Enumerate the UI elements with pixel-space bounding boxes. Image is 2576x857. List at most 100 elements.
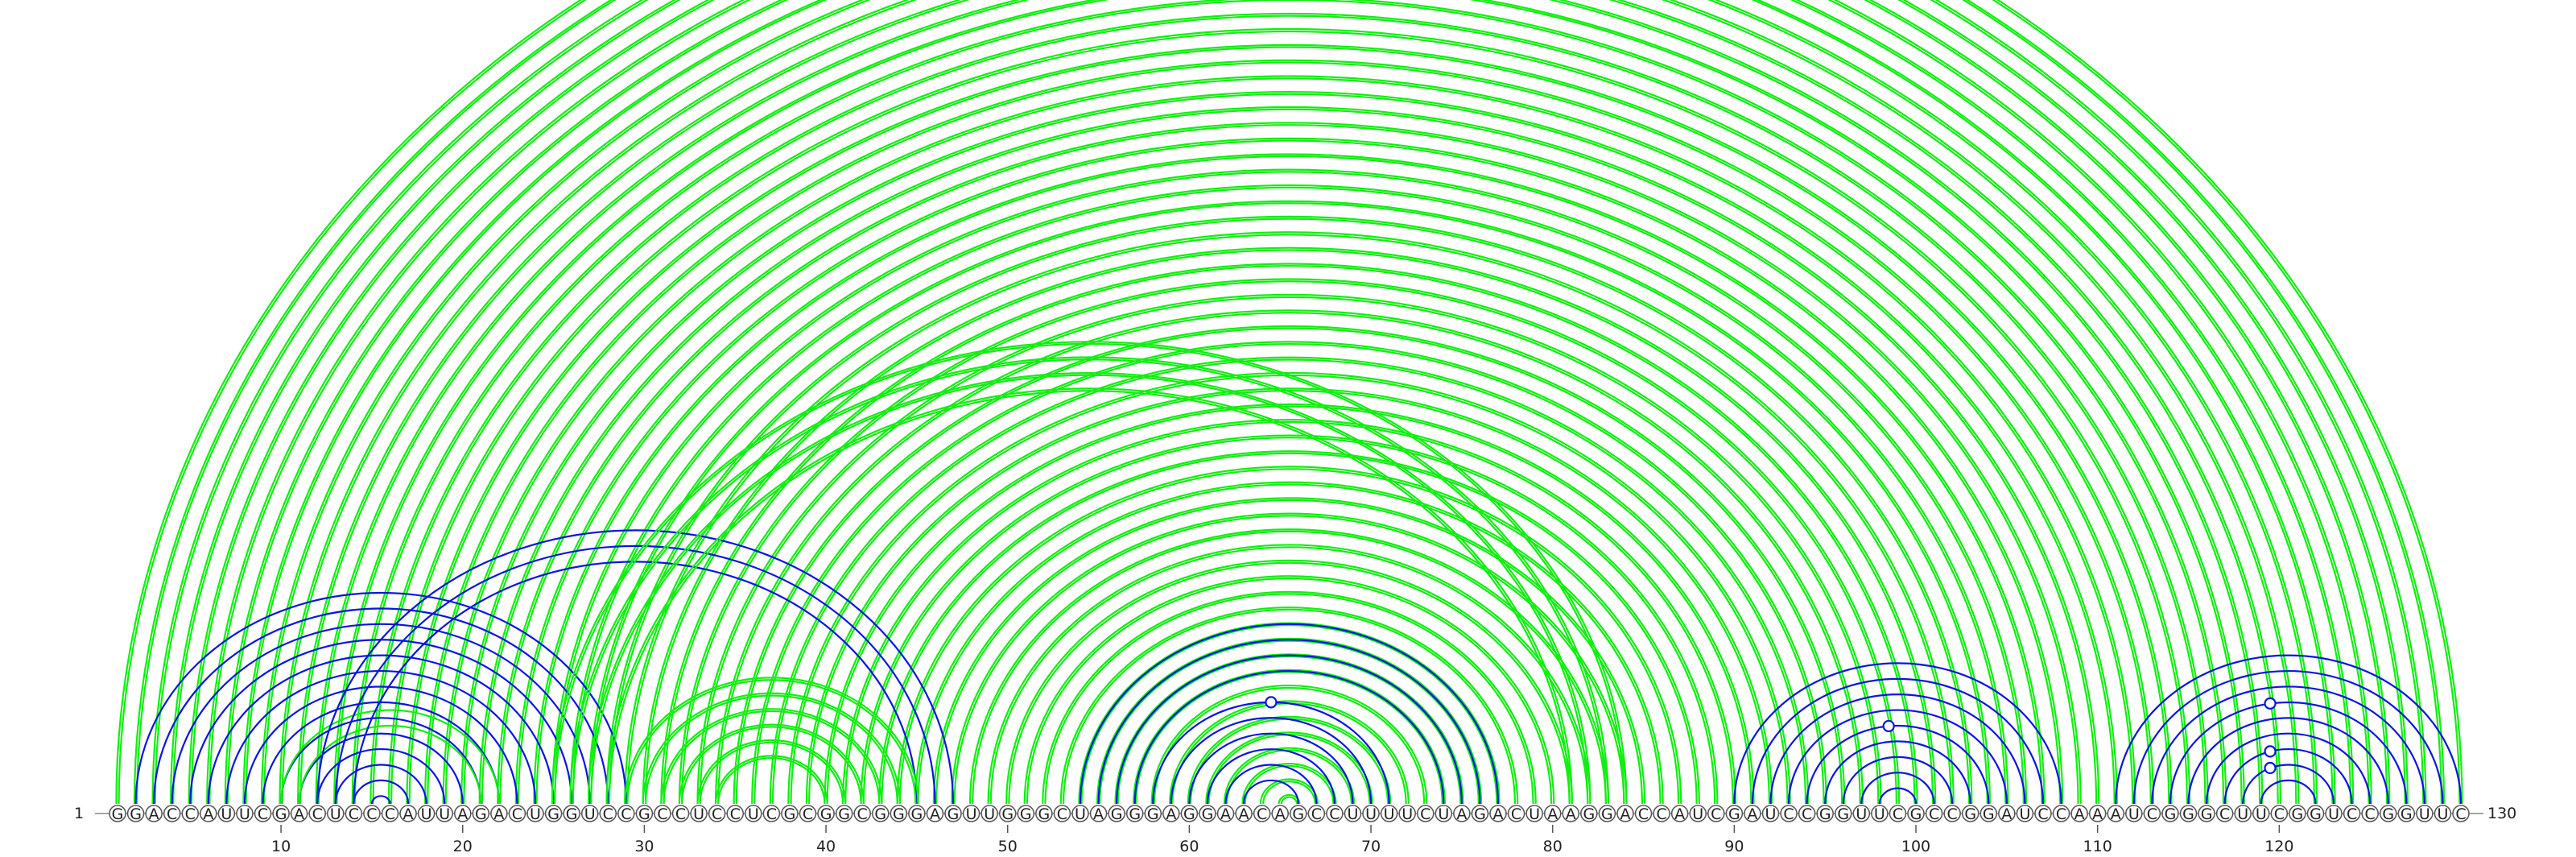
nucleotide-letter-29: C [621, 805, 631, 823]
nucleotide-circle-4 [163, 805, 181, 822]
nucleotide-circle-72 [1398, 805, 1416, 822]
nucleotide-circle-42 [853, 805, 871, 822]
nucleotide-letter-21: G [475, 805, 487, 823]
tick-label-40: 40 [816, 838, 836, 855]
nucleotide-circle-124 [2343, 805, 2361, 822]
arc-2-129-2 [133, 0, 2446, 805]
arc-9-122-2 [260, 0, 2318, 805]
nucleotide-circle-77 [1489, 805, 1507, 822]
arc-56-75 [1116, 654, 1463, 805]
nucleotide-35: C [726, 805, 744, 823]
nucleotide-letter-42: C [857, 805, 868, 823]
arc-65-66-1 [1280, 796, 1298, 805]
nucleotide-letter-67: C [1311, 805, 1322, 823]
nucleotide-128: U [2416, 805, 2434, 823]
nucleotide-letter-109: A [2074, 805, 2085, 823]
arc-23-108-1 [517, 139, 2062, 805]
nucleotide-circle-40 [817, 805, 835, 822]
nucleotide-94: C [1798, 805, 1816, 823]
marker-4 [2264, 697, 2277, 710]
arc-35-96-2 [733, 325, 1846, 805]
nucleotide-83: G [1598, 805, 1616, 823]
nucleotide-104: G [1979, 805, 1998, 823]
nucleotide-92: U [1761, 805, 1780, 823]
nucleotide-circle-57 [1125, 805, 1144, 822]
nucleotide-117: C [2215, 805, 2234, 823]
nucleotide-41: G [835, 805, 853, 823]
nucleotide-circle-116 [2198, 805, 2215, 822]
nucleotide-circle-58 [1144, 805, 1162, 822]
nucleotide-letter-100: G [1910, 805, 1922, 823]
nucleotide-11: A [290, 805, 308, 823]
arc-59-70 [1170, 717, 1373, 805]
nucleotide-circle-64 [1253, 805, 1271, 822]
nucleotide-circle-16 [381, 805, 399, 822]
nucleotide-circle-37 [762, 805, 781, 822]
nucleotide-98: U [1871, 805, 1889, 823]
nucleotide-letter-22: A [493, 805, 504, 823]
arc-49-82-1 [989, 546, 1589, 805]
nucleotide-circle-24 [526, 805, 544, 822]
nucleotide-circle-48 [962, 805, 980, 822]
nucleotide-96: G [1835, 805, 1852, 823]
nucleotide-letter-61: G [1202, 805, 1214, 823]
arc-8-123-2 [242, 0, 2336, 805]
nucleotide-circle-75 [1453, 805, 1471, 822]
nucleotide-circle-22 [490, 805, 508, 822]
arc-33-41-2 [696, 739, 847, 805]
arc-29-45-2 [624, 677, 919, 805]
nucleotide-circle-88 [1689, 805, 1707, 822]
nucleotide-letter-36: U [748, 805, 759, 823]
arc-12-19 [316, 748, 446, 805]
nucleotide-letter-25: G [547, 805, 559, 823]
nucleotide-letter-14: C [349, 805, 359, 823]
nucleotide-30: G [635, 805, 654, 823]
nucleotide-circle-120 [2270, 805, 2289, 822]
nucleotide-circle-26 [563, 805, 580, 822]
nucleotide-letter-124: C [2347, 805, 2357, 823]
arc-18-113-2 [423, 59, 2155, 805]
arc-42-89-2 [860, 434, 1719, 805]
nucleotide-circle-45 [908, 805, 926, 822]
nucleotide-circle-93 [1780, 805, 1798, 822]
arc-61-70-1 [1208, 733, 1371, 805]
nucleotide-circle-84 [1616, 805, 1634, 822]
nucleotide-circle-35 [726, 805, 744, 822]
nucleotide-79: U [1525, 805, 1543, 823]
arc-117-124 [2223, 748, 2353, 805]
nucleotide-letter-57: G [1129, 805, 1141, 823]
nucleotide-letter-38: G [784, 805, 796, 823]
arc-10-22 [279, 709, 500, 805]
arc-38-93-2 [787, 372, 1791, 805]
nucleotide-28: C [599, 805, 617, 823]
nucleotide-109: A [2070, 805, 2088, 823]
arc-50-81-1 [1008, 562, 1571, 805]
nucleotide-letter-55: A [1093, 805, 1104, 823]
arc-5-126-1 [192, 0, 2387, 804]
nucleotide-37: C [762, 805, 781, 823]
nucleotide-73: C [1416, 805, 1435, 823]
nucleotide-letter-49: U [984, 805, 995, 823]
arc-41-90-1 [845, 422, 1733, 804]
nucleotide-51: G [1017, 805, 1035, 823]
nucleotide-letter-20: A [457, 805, 468, 823]
arc-27-104-1 [590, 202, 1988, 805]
arc-11-20 [298, 732, 464, 805]
arc-90-108 [1733, 662, 2062, 805]
arc-16-115-1 [390, 30, 2189, 805]
arc-44-87-2 [896, 466, 1682, 805]
nucleotide-circle-34 [708, 805, 726, 822]
nucleotide-59: A [1162, 805, 1180, 823]
nucleotide-113: C [2143, 805, 2161, 823]
nucleotide-67: C [1307, 805, 1326, 823]
nucleotide-letter-11: A [294, 805, 304, 823]
nucleotide-64: C [1253, 805, 1271, 823]
nucleotide-24: U [526, 805, 544, 823]
nucleotide-43: G [872, 805, 890, 823]
nucleotide-77: A [1489, 805, 1507, 823]
nucleotide-48: U [962, 805, 980, 823]
nucleotide-circle-33 [690, 805, 708, 822]
nucleotide-65: A [1271, 805, 1289, 823]
nucleotide-circle-103 [1961, 805, 1979, 822]
nucleotide-letter-87: A [1674, 805, 1685, 823]
